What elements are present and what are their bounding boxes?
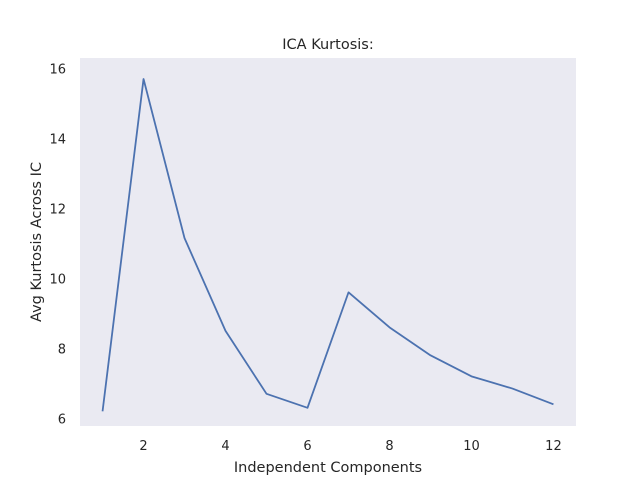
x-axis-ticks: 2 4 6 8 10 12: [139, 439, 561, 454]
y-tick-label: 12: [49, 202, 66, 217]
y-tick-label: 8: [58, 342, 66, 357]
series-line: [101, 78, 554, 412]
x-tick-label: 6: [303, 439, 311, 454]
y-tick-label: 14: [49, 132, 66, 147]
x-tick-label: 8: [385, 439, 393, 454]
plot-area: [80, 58, 576, 426]
chart-title: ICA Kurtosis:: [282, 37, 373, 53]
y-axis-ticks: 6 8 10 12 14 16: [49, 62, 66, 427]
x-tick-label: 2: [139, 439, 147, 454]
y-tick-label: 16: [49, 62, 66, 77]
y-axis-label: Avg Kurtosis Across IC: [29, 162, 45, 322]
x-tick-label: 10: [463, 439, 480, 454]
series-group: [101, 78, 554, 412]
x-axis-label: Independent Components: [234, 460, 422, 476]
x-tick-label: 12: [545, 439, 562, 454]
y-tick-label: 6: [58, 412, 66, 427]
x-tick-label: 4: [221, 439, 229, 454]
y-tick-label: 10: [49, 272, 66, 287]
